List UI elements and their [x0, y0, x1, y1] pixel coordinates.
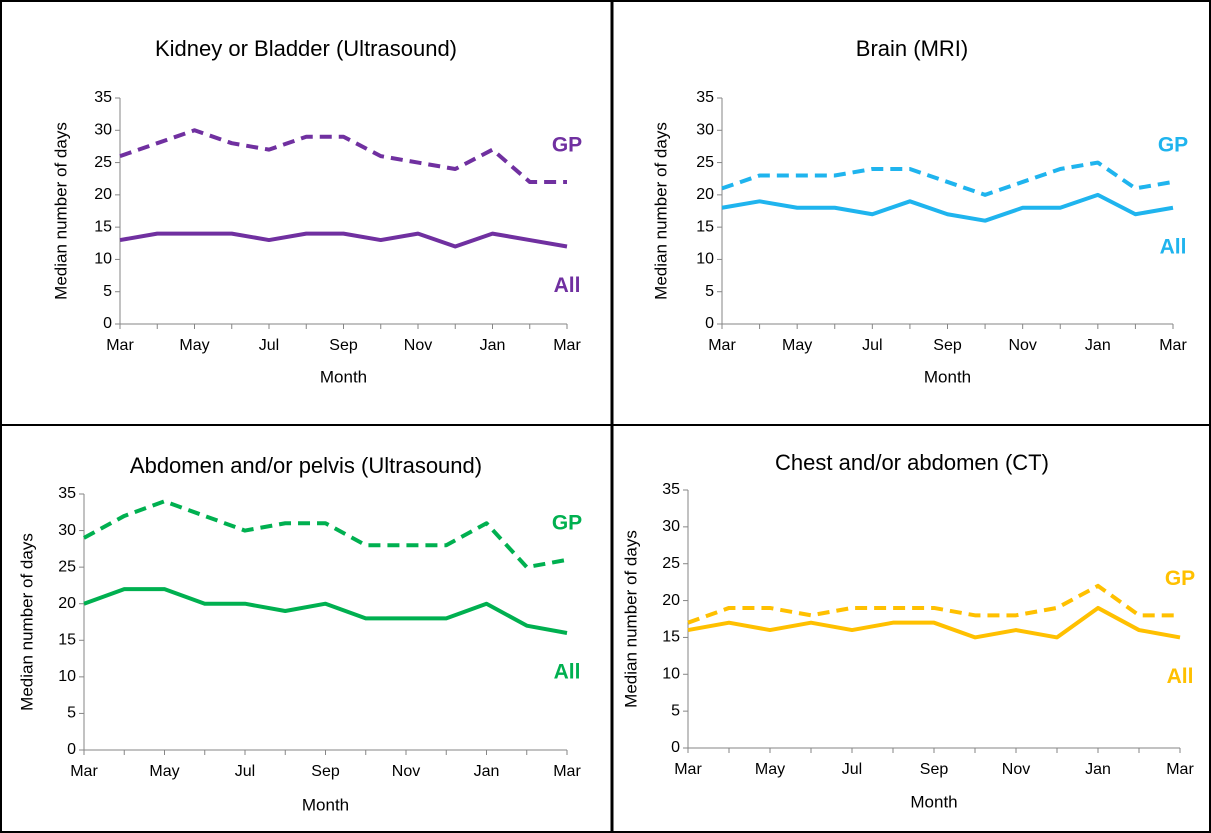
x-tick-label: Mar [1166, 761, 1194, 778]
y-tick-label: 0 [705, 315, 714, 332]
y-tick-label: 15 [696, 218, 714, 235]
y-tick-label: 25 [58, 558, 76, 575]
x-tick-label: Mar [1159, 337, 1187, 354]
x-tick-label: Jan [474, 763, 500, 780]
chart-title: Chest and/or abdomen (CT) [775, 450, 1049, 475]
series-line [119, 128, 567, 184]
x-tick-label: Mar [70, 763, 98, 780]
x-tick-label: May [149, 763, 179, 780]
series-label: All [1160, 235, 1187, 258]
x-tick-label: Mar [708, 337, 736, 354]
y-tick-label: 15 [662, 629, 680, 646]
x-tick-label: Mar [553, 337, 581, 354]
x-tick-label: Mar [106, 337, 134, 354]
chart-title: Brain (MRI) [856, 36, 968, 61]
y-tick-label: 15 [94, 218, 112, 235]
y-tick-label: 0 [67, 741, 76, 758]
y-tick-label: 10 [662, 666, 680, 683]
x-tick-label: Sep [329, 337, 358, 354]
y-tick-label: 20 [94, 186, 112, 203]
y-tick-label: 5 [705, 283, 714, 300]
x-tick-label: Jul [235, 763, 255, 780]
y-tick-label: 5 [671, 702, 680, 719]
y-tick-label: 5 [67, 705, 76, 722]
y-tick-label: 25 [662, 555, 680, 572]
y-tick-label: 25 [94, 154, 112, 171]
x-tick-label: Mar [553, 763, 581, 780]
y-tick-label: 15 [58, 632, 76, 649]
x-tick-label: Nov [1008, 337, 1036, 354]
series-line [119, 231, 568, 249]
y-axis-label: Median number of days [51, 122, 70, 300]
y-tick-label: 10 [58, 668, 76, 685]
x-axis-label: Month [320, 367, 367, 386]
y-tick-label: 30 [58, 522, 76, 539]
series-line [83, 499, 568, 570]
x-tick-label: Jul [259, 337, 279, 354]
series-label: All [554, 274, 581, 297]
x-tick-label: Jul [842, 761, 862, 778]
series-label: All [554, 661, 581, 684]
x-tick-label: Nov [404, 337, 432, 354]
series-line [721, 160, 1174, 197]
y-axis-label: Median number of days [651, 122, 670, 300]
y-tick-label: 25 [696, 154, 714, 171]
y-tick-label: 10 [94, 251, 112, 268]
x-tick-label: May [755, 761, 785, 778]
y-tick-label: 35 [696, 89, 714, 106]
y-tick-label: 10 [696, 251, 714, 268]
chart-title: Kidney or Bladder (Ultrasound) [155, 36, 457, 61]
x-tick-label: Mar [674, 761, 702, 778]
y-axis-label: Median number of days [17, 533, 36, 711]
series-line [721, 192, 1174, 223]
series-label: GP [552, 511, 582, 534]
x-axis-label: Month [924, 367, 971, 386]
series-label: GP [1158, 133, 1188, 156]
y-tick-label: 30 [696, 122, 714, 139]
y-tick-label: 20 [662, 592, 680, 609]
series-label: GP [552, 133, 582, 156]
y-tick-label: 35 [58, 485, 76, 502]
y-tick-label: 30 [662, 518, 680, 535]
series-line [83, 587, 568, 635]
y-tick-label: 35 [94, 89, 112, 106]
x-axis-label: Month [910, 792, 957, 811]
x-tick-label: Sep [311, 763, 340, 780]
y-tick-label: 5 [103, 283, 112, 300]
x-tick-label: Jan [480, 337, 506, 354]
x-axis-label: Month [302, 795, 349, 814]
x-tick-label: Jan [1085, 761, 1111, 778]
x-tick-label: Sep [920, 761, 949, 778]
y-tick-label: 0 [671, 739, 680, 756]
x-tick-label: Jul [862, 337, 882, 354]
y-axis-label: Median number of days [621, 530, 640, 708]
x-tick-label: May [782, 337, 812, 354]
chart-title: Abdomen and/or pelvis (Ultrasound) [130, 453, 482, 478]
series-line [687, 583, 1180, 625]
series-label: GP [1165, 567, 1195, 590]
x-tick-label: May [179, 337, 209, 354]
y-tick-label: 30 [94, 122, 112, 139]
y-tick-label: 35 [662, 481, 680, 498]
y-tick-label: 20 [696, 186, 714, 203]
x-tick-label: Nov [1002, 761, 1030, 778]
y-tick-label: 0 [103, 315, 112, 332]
series-label: All [1167, 665, 1194, 688]
x-tick-label: Jan [1085, 337, 1111, 354]
series-line [687, 605, 1181, 640]
y-tick-label: 20 [58, 595, 76, 612]
x-tick-label: Sep [933, 337, 962, 354]
x-tick-label: Nov [392, 763, 420, 780]
